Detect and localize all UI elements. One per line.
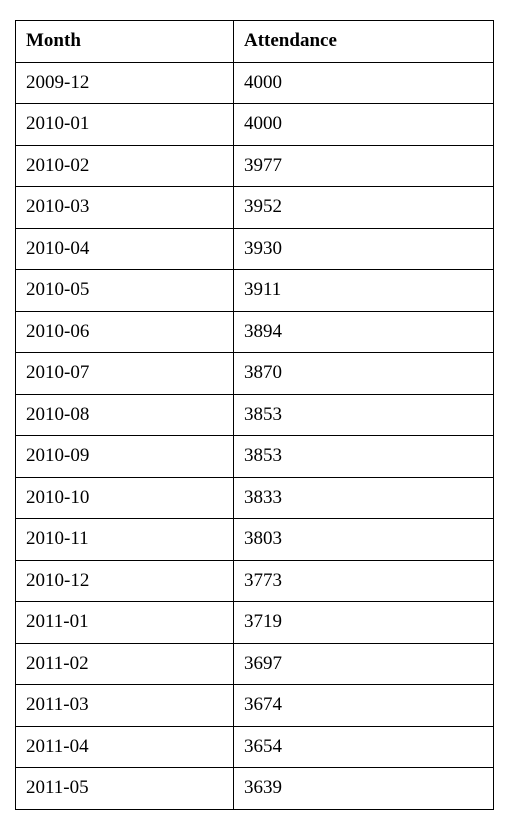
- cell-month: 2010-05: [16, 270, 234, 312]
- column-header-month: Month: [16, 21, 234, 63]
- table-row: 2010-09 3853: [16, 436, 494, 478]
- cell-month: 2010-06: [16, 311, 234, 353]
- table-row: 2011-03 3674: [16, 685, 494, 727]
- cell-attendance: 3654: [234, 726, 494, 768]
- table-row: 2011-04 3654: [16, 726, 494, 768]
- cell-attendance: 3803: [234, 519, 494, 561]
- table-row: 2010-11 3803: [16, 519, 494, 561]
- cell-attendance: 3674: [234, 685, 494, 727]
- attendance-table: Month Attendance 2009-12 4000 2010-01 40…: [15, 20, 494, 810]
- table-row: 2010-02 3977: [16, 145, 494, 187]
- table-row: 2011-01 3719: [16, 602, 494, 644]
- cell-attendance: 3977: [234, 145, 494, 187]
- cell-attendance: 3930: [234, 228, 494, 270]
- table-row: 2010-08 3853: [16, 394, 494, 436]
- table-row: 2010-07 3870: [16, 353, 494, 395]
- table-row: 2010-06 3894: [16, 311, 494, 353]
- cell-attendance: 3773: [234, 560, 494, 602]
- column-header-attendance: Attendance: [234, 21, 494, 63]
- cell-month: 2010-03: [16, 187, 234, 229]
- cell-attendance: 3719: [234, 602, 494, 644]
- cell-month: 2011-04: [16, 726, 234, 768]
- table-row: 2010-12 3773: [16, 560, 494, 602]
- cell-attendance: 3833: [234, 477, 494, 519]
- cell-attendance: 4000: [234, 62, 494, 104]
- table-header: Month Attendance: [16, 21, 494, 63]
- table-row: 2010-05 3911: [16, 270, 494, 312]
- table-row: 2011-05 3639: [16, 768, 494, 810]
- table-body: 2009-12 4000 2010-01 4000 2010-02 3977 2…: [16, 62, 494, 809]
- cell-attendance: 3952: [234, 187, 494, 229]
- cell-attendance: 3870: [234, 353, 494, 395]
- cell-attendance: 3894: [234, 311, 494, 353]
- cell-month: 2010-11: [16, 519, 234, 561]
- cell-month: 2010-09: [16, 436, 234, 478]
- table-row: 2010-04 3930: [16, 228, 494, 270]
- cell-month: 2010-01: [16, 104, 234, 146]
- cell-attendance: 3911: [234, 270, 494, 312]
- cell-month: 2010-02: [16, 145, 234, 187]
- cell-attendance: 4000: [234, 104, 494, 146]
- table-row: 2011-02 3697: [16, 643, 494, 685]
- cell-attendance: 3853: [234, 436, 494, 478]
- table-row: 2010-10 3833: [16, 477, 494, 519]
- table-row: 2010-03 3952: [16, 187, 494, 229]
- table-row: 2010-01 4000: [16, 104, 494, 146]
- table-row: 2009-12 4000: [16, 62, 494, 104]
- cell-attendance: 3697: [234, 643, 494, 685]
- cell-month: 2011-03: [16, 685, 234, 727]
- cell-month: 2010-07: [16, 353, 234, 395]
- cell-month: 2010-08: [16, 394, 234, 436]
- cell-month: 2010-12: [16, 560, 234, 602]
- cell-attendance: 3853: [234, 394, 494, 436]
- cell-month: 2010-04: [16, 228, 234, 270]
- cell-attendance: 3639: [234, 768, 494, 810]
- cell-month: 2011-02: [16, 643, 234, 685]
- cell-month: 2010-10: [16, 477, 234, 519]
- table-header-row: Month Attendance: [16, 21, 494, 63]
- cell-month: 2011-01: [16, 602, 234, 644]
- cell-month: 2011-05: [16, 768, 234, 810]
- cell-month: 2009-12: [16, 62, 234, 104]
